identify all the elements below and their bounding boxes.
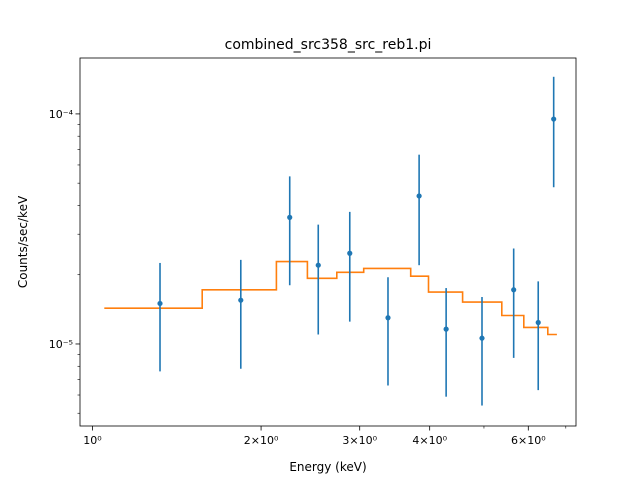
x-axis: 10⁰ 2×10⁰ 3×10⁰ 4×10⁰ 6×10⁰ [83, 426, 567, 447]
data-point-1 [157, 300, 163, 307]
data-point-8 [443, 326, 449, 332]
y-tick-label: 10⁻⁴ [49, 108, 74, 121]
y-axis-label: Counts/sec/keV [16, 195, 30, 288]
x-axis-label: Energy (keV) [289, 460, 366, 474]
data-point-9 [479, 335, 485, 341]
data-point-4 [315, 262, 321, 268]
data-point-3 [287, 214, 293, 220]
x-tick-label: 6×10⁰ [511, 434, 546, 447]
model-step-line [104, 260, 557, 336]
data-point-12 [551, 116, 557, 122]
x-tick-label: 2×10⁰ [244, 434, 279, 447]
y-axis: 10⁻⁵ 10⁻⁴ [49, 108, 80, 414]
x-tick-label: 10⁰ [83, 434, 102, 447]
x-tick-label: 4×10⁰ [412, 434, 447, 447]
data-point-6 [385, 315, 391, 321]
chart-title: combined_src358_src_reb1.pi [225, 37, 432, 53]
data-point-10 [511, 287, 517, 293]
data-point-5 [347, 250, 353, 256]
axes-frame [79, 57, 577, 427]
data-point-11 [535, 319, 541, 326]
plot-area [104, 76, 557, 406]
y-tick-label: 10⁻⁵ [49, 338, 73, 351]
data-point-2 [238, 297, 244, 303]
x-tick-label: 3×10⁰ [342, 434, 377, 447]
data-point-7 [416, 193, 422, 199]
